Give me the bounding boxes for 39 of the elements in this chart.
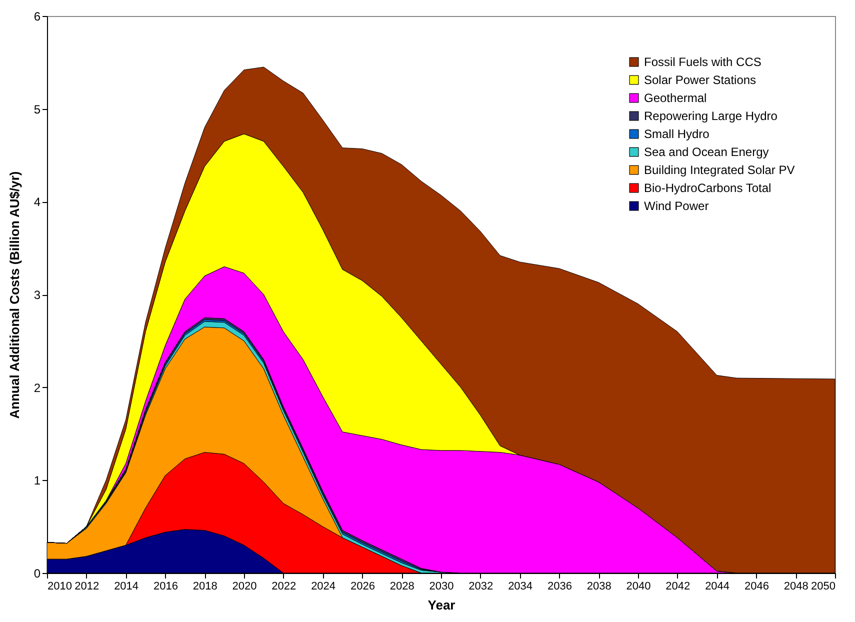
x-tick-label: 2038 (586, 580, 612, 592)
x-tick-label: 2018 (192, 580, 218, 592)
y-tick-label: 5 (34, 102, 41, 116)
x-tick-label: 2032 (468, 580, 494, 592)
x-tick-label: 2050 (811, 580, 836, 592)
legend-label: Solar Power Stations (644, 73, 756, 87)
y-tick-label: 2 (34, 380, 41, 395)
x-tick-label: 2024 (311, 580, 336, 592)
x-tick-label: 2010 (48, 580, 72, 592)
y-tick-label: 1 (34, 474, 41, 488)
x-tick-label: 2030 (429, 580, 454, 592)
y-axis-title: Annual Additional Costs (Billion AU$/yr) (6, 171, 22, 419)
x-tick-label: 2036 (547, 580, 572, 592)
x-tick-label: 2016 (153, 580, 178, 592)
x-tick-label: 2028 (390, 580, 414, 592)
y-tick-label: 4 (34, 195, 41, 210)
legend-label: Sea and Ocean Energy (644, 145, 769, 159)
x-tick-label: 2046 (744, 580, 769, 592)
x-tick-label: 2034 (508, 580, 533, 592)
y-tick-label: 3 (34, 288, 41, 302)
x-tick-label: 2014 (114, 580, 139, 592)
x-tick-label: 2042 (666, 580, 690, 592)
x-axis-title: Year (428, 598, 456, 612)
legend-label: Repowering Large Hydro (644, 109, 778, 123)
x-tick-label: 2022 (272, 580, 296, 592)
x-tick-label: 2020 (232, 580, 257, 592)
x-tick-label: 2012 (74, 580, 100, 592)
legend-label: Fossil Fuels with CCS (644, 55, 762, 69)
x-tick-label: 2026 (350, 580, 375, 592)
legend-label: Building Integrated Solar PV (644, 163, 795, 177)
legend-label: Small Hydro (644, 127, 710, 141)
x-tick-label: 2044 (705, 580, 730, 592)
x-tick-label: 2040 (626, 580, 651, 592)
legend-label: Bio-HydroCarbons Total (644, 181, 772, 195)
x-tick-label: 2048 (784, 580, 808, 592)
legend-label: Geothermal (644, 91, 707, 105)
y-tick-label: 0 (34, 566, 41, 580)
y-tick-label: 6 (34, 10, 41, 24)
legend-label: Wind Power (644, 199, 709, 213)
